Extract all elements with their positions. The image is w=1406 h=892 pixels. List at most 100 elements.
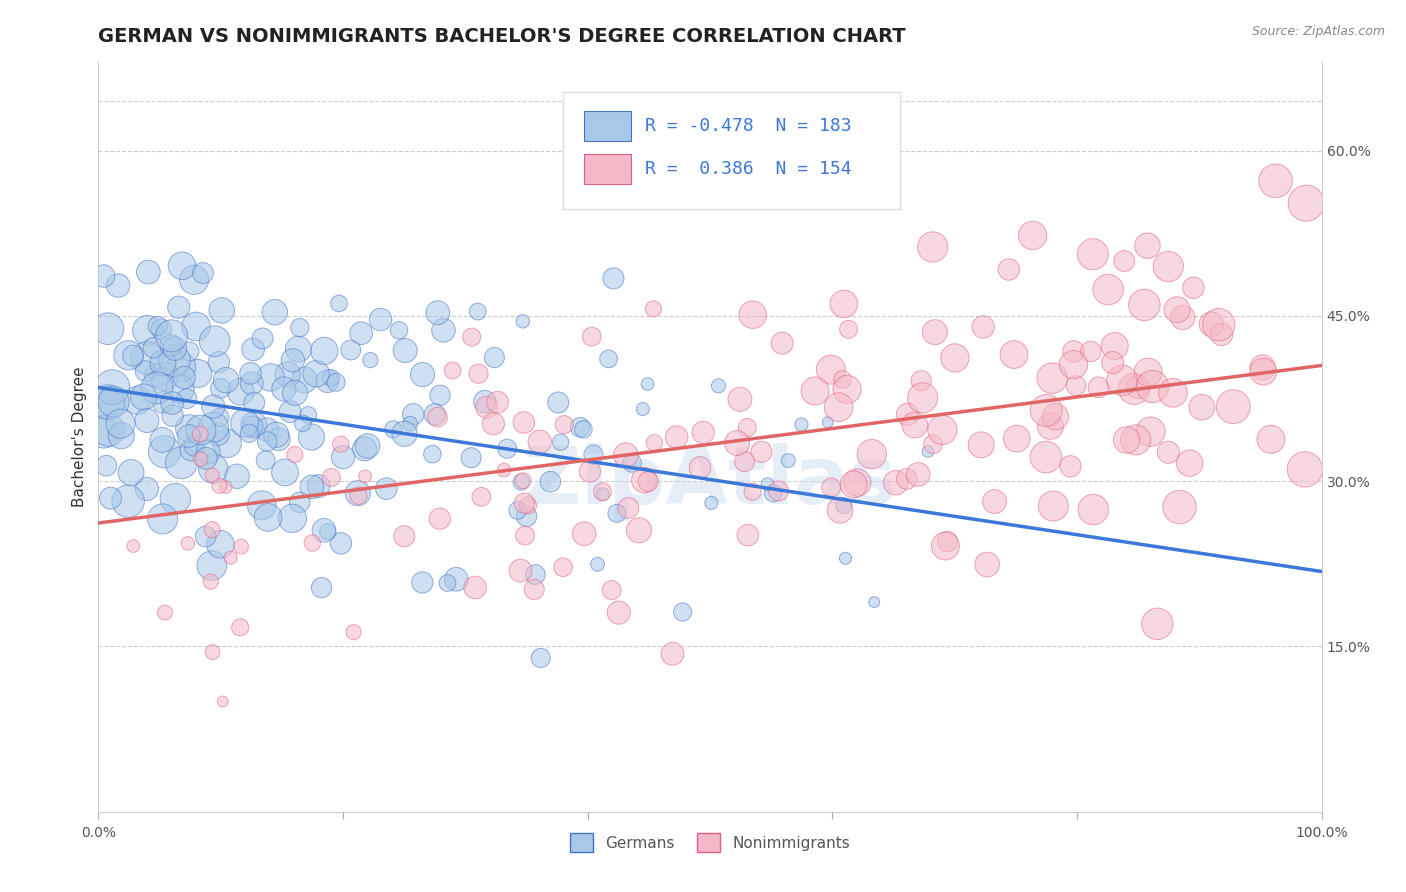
Point [319,371,342,385]
Point [976,558,998,572]
Point [263,305,285,319]
Point [1104,339,1126,353]
Point [1042,499,1064,513]
Point [177,429,200,443]
Text: R =  0.386  N = 154: R = 0.386 N = 154 [645,160,852,178]
Point [426,306,449,320]
Point [242,343,264,357]
Point [828,503,851,517]
Point [301,480,323,494]
Point [97,395,120,409]
Point [1114,254,1136,268]
Point [1260,433,1282,447]
Point [606,507,628,521]
Point [325,376,347,390]
Point [553,417,575,432]
Point [983,494,1005,508]
Point [170,456,193,470]
Point [177,536,200,550]
Point [135,482,157,496]
Point [256,434,278,449]
Point [643,301,665,316]
Point [1142,379,1164,393]
Point [321,470,343,484]
Point [931,423,953,437]
Point [832,499,855,513]
Point [1191,400,1213,414]
Point [600,583,623,598]
Point [250,498,273,512]
Point [347,489,370,503]
Point [464,581,486,595]
Point [240,376,263,391]
Point [737,528,759,542]
Point [399,417,422,431]
Point [1133,298,1156,312]
Point [838,322,860,336]
Point [103,394,125,409]
Point [297,408,319,422]
Point [569,420,592,434]
Point [97,394,120,409]
Point [1021,228,1043,243]
Point [201,468,224,483]
Point [550,435,572,450]
Point [751,445,773,459]
Point [510,475,533,489]
Point [547,395,569,409]
Point [117,348,139,362]
Point [173,370,195,384]
Point [288,320,311,334]
Point [188,427,211,442]
Point [254,453,277,467]
Point [308,479,330,493]
Point [394,426,416,441]
Point [107,278,129,293]
Point [804,384,827,398]
Point [756,477,779,491]
Point [922,437,945,451]
Point [1251,360,1274,375]
Point [1126,380,1149,394]
Point [142,341,165,355]
Point [1146,616,1168,631]
Point [1182,281,1205,295]
Point [273,382,295,396]
Point [160,338,183,352]
Point [260,370,283,384]
Point [201,523,224,537]
Point [934,539,956,553]
Point [207,427,229,442]
Point [277,368,299,382]
Point [429,511,451,525]
Point [350,326,373,341]
Point [152,512,174,526]
Point [523,582,546,597]
Point [1253,365,1275,379]
Point [169,382,191,396]
Point [110,428,132,442]
Point [513,496,536,510]
Point [229,620,252,634]
Point [817,415,839,429]
Point [627,524,650,538]
Point [284,385,307,400]
Point [820,481,842,495]
Point [1294,462,1316,476]
Point [910,374,932,388]
Point [860,447,883,461]
Point [412,368,434,382]
Point [513,416,536,430]
Point [778,453,800,467]
Point [204,334,226,349]
Point [122,349,145,363]
Point [1101,355,1123,369]
Point [402,408,425,422]
Point [831,372,853,386]
Point [329,536,352,550]
Point [671,189,693,203]
Point [1045,409,1067,424]
Point [226,469,249,483]
Point [513,528,536,542]
Point [1064,378,1087,392]
